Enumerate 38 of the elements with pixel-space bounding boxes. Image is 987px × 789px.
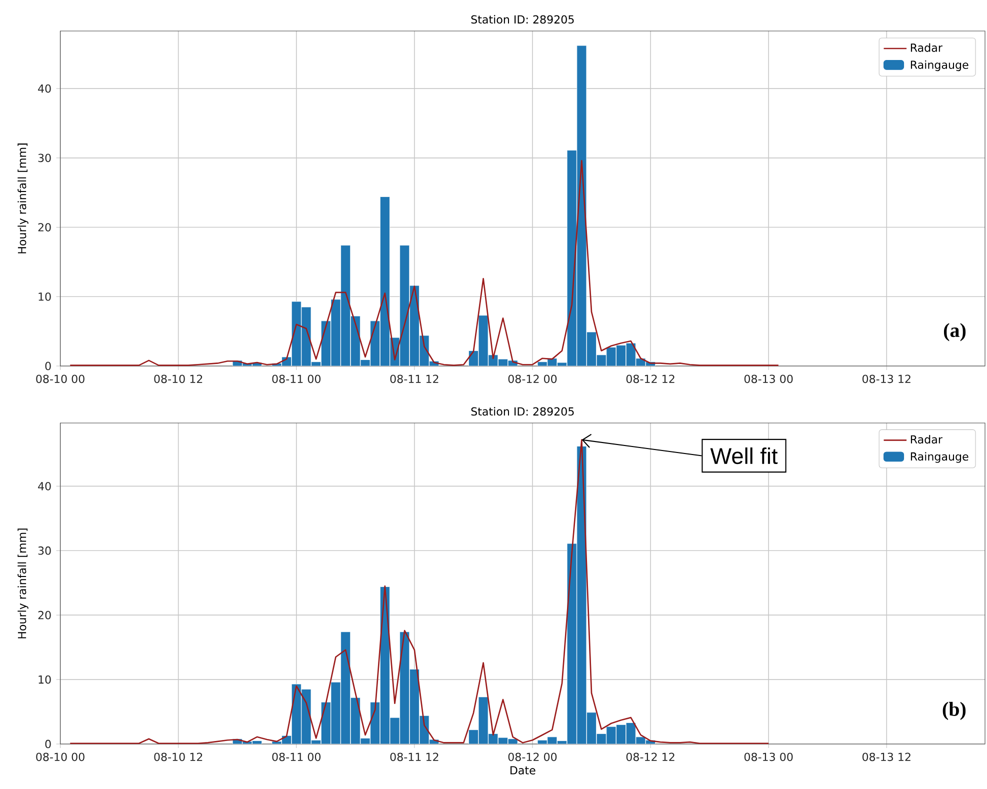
x-tick-label: 08-13 12	[862, 752, 910, 762]
y-tick-label: 20	[38, 223, 51, 232]
y-tick-label: 20	[38, 610, 51, 620]
y-tick-label: 30	[38, 546, 51, 555]
legend-label: Raingauge	[910, 60, 968, 72]
x-tick-label: 08-12 00	[508, 374, 557, 384]
annotation: (a)	[944, 323, 966, 342]
legend-label: Raingauge	[910, 452, 968, 463]
x-tick-label: 08-12 12	[626, 374, 674, 384]
y-tick-label: 10	[38, 675, 51, 684]
x-tick-label: 08-10 00	[36, 374, 84, 384]
chart-title: Station ID: 289205	[471, 15, 574, 24]
x-tick-label: 08-11 00	[272, 752, 321, 762]
x-tick-label: 08-10 12	[154, 752, 202, 762]
x-tick-label: 08-12 00	[508, 752, 557, 762]
annotation: Well fit	[710, 447, 778, 464]
legend-label: Radar	[910, 435, 942, 444]
y-axis-title: Hourly rainfall [mm]	[18, 528, 28, 638]
y-tick-label: 30	[38, 154, 51, 162]
x-tick-label: 08-13 00	[744, 752, 793, 762]
x-tick-label: 08-11 12	[390, 374, 438, 384]
x-tick-label: 08-11 00	[272, 374, 321, 384]
x-tick-label: 08-11 12	[390, 752, 438, 762]
x-tick-label: 08-10 00	[36, 752, 84, 762]
y-tick-label: 40	[38, 482, 51, 490]
x-tick-label: 08-13 00	[744, 374, 793, 384]
x-tick-label: 08-13 12	[862, 374, 910, 384]
y-tick-label: 10	[38, 292, 51, 301]
y-tick-label: 0	[45, 362, 51, 370]
y-tick-label: 0	[45, 740, 51, 748]
x-tick-label: 08-10 12	[154, 374, 202, 384]
x-axis-title: Date	[510, 766, 536, 774]
y-axis-title: Hourly rainfall [mm]	[18, 144, 28, 254]
y-tick-label: 40	[38, 84, 51, 93]
chart-title: Station ID: 289205	[471, 407, 574, 416]
annotation: (b)	[942, 702, 966, 720]
legend-label: Radar	[910, 43, 942, 52]
x-tick-label: 08-12 12	[626, 752, 674, 762]
